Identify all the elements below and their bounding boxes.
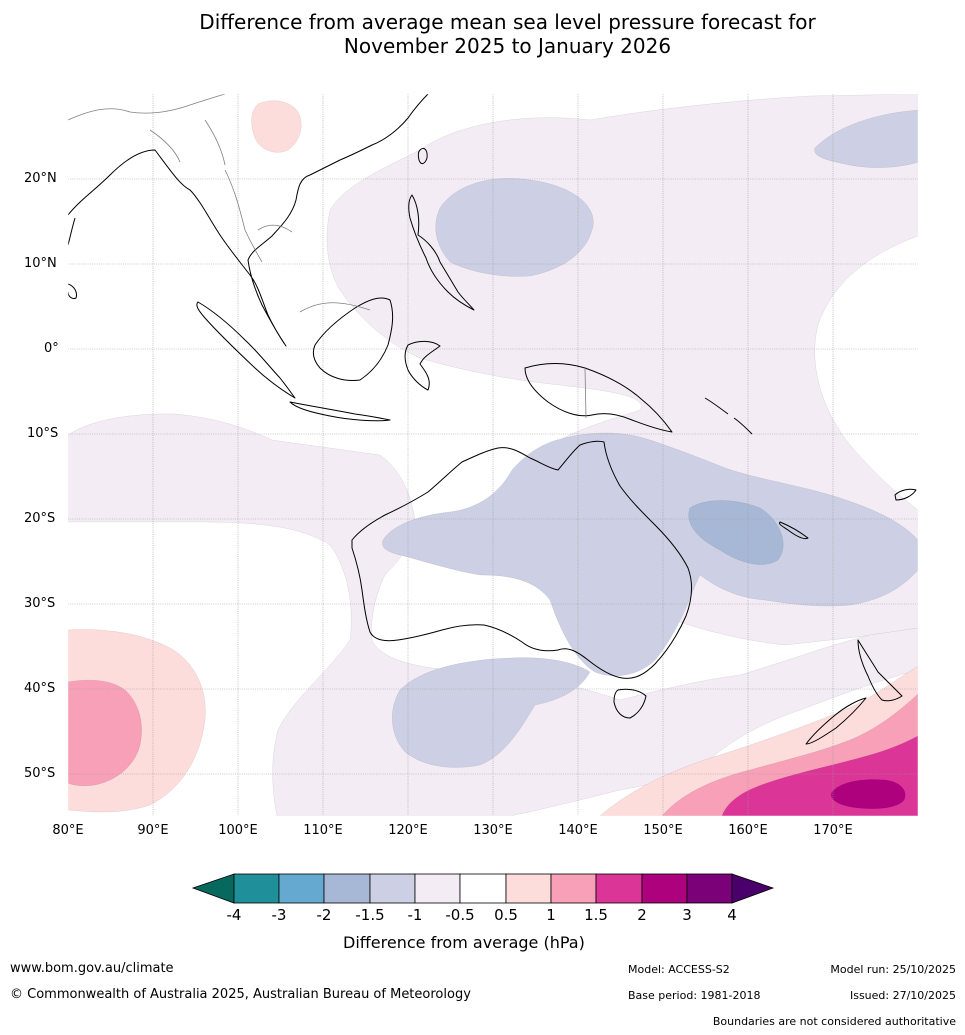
contour-minus1-5-southern-ocean — [391, 657, 591, 768]
colorbar-title: Difference from average (hPa) — [343, 933, 585, 952]
lat-label: 20°N — [24, 171, 57, 186]
lat-label: 10°N — [24, 256, 57, 271]
coast-borneo — [312, 297, 394, 381]
coast-fiji — [894, 488, 917, 501]
footer-copyright: © Commonwealth of Australia 2025, Austra… — [10, 987, 471, 1002]
colorbar-tick-label: 0.5 — [494, 906, 518, 924]
coast-new-caledonia — [779, 521, 809, 539]
colorbar-bin-plus1-5-plus2 — [595, 873, 643, 904]
colorbar-tick-label: 2 — [637, 906, 647, 924]
lat-label: 40°S — [24, 681, 56, 696]
colorbar-tick-label: 1.5 — [584, 906, 608, 924]
colorbar-tick-label: -3 — [271, 906, 287, 924]
contour-minus1-5-north-pacific — [814, 109, 918, 168]
colorbar-bin-minus4-minus3 — [233, 873, 280, 904]
pressure-anomaly-field — [68, 94, 918, 816]
lat-label: 50°S — [24, 766, 56, 781]
title-line-1: Difference from average mean sea level p… — [199, 10, 816, 34]
lat-label: 20°S — [24, 511, 56, 526]
coast-sri-lanka — [68, 283, 77, 299]
coast-new-zealand-north — [857, 639, 903, 702]
lon-label: 110°E — [303, 823, 343, 838]
contour-minus2-coral-sea — [688, 500, 784, 565]
colorbar-bin-minus1-5-minus1 — [369, 873, 416, 904]
coast-java — [289, 401, 391, 422]
colorbar-bin-neutral — [459, 873, 507, 904]
lon-label: 130°E — [473, 823, 513, 838]
colorbar-tick-label: 3 — [682, 906, 692, 924]
coast-new-guinea — [524, 363, 673, 433]
colorbar-extend-low — [191, 873, 235, 904]
colorbar-tick-label: -4 — [226, 906, 242, 924]
lat-label: 10°S — [27, 426, 59, 441]
lat-label: 30°S — [24, 596, 56, 611]
coastlines — [68, 94, 917, 745]
coast-australia — [351, 440, 693, 679]
colorbar-bin-minus2-minus1-5 — [323, 873, 371, 904]
colorbar-tick-label: -1.5 — [355, 906, 385, 924]
footer-base-period: Base period: 1981-2018 — [628, 989, 761, 1002]
lon-label: 90°E — [137, 823, 169, 838]
footer-model-run: Model run: 25/10/2025 — [830, 963, 956, 976]
colorbar — [191, 873, 775, 904]
lat-label: 0° — [44, 341, 59, 356]
colorbar-tick-label: 4 — [727, 906, 737, 924]
colorbar-extend-high — [731, 873, 775, 904]
lon-label: 120°E — [388, 823, 428, 838]
coast-asia-mainland — [68, 94, 429, 347]
lon-label: 170°E — [813, 823, 853, 838]
lon-label: 140°E — [558, 823, 598, 838]
coast-taiwan — [417, 147, 428, 165]
coast-solomon-islands — [704, 397, 753, 435]
colorbar-bin-plus0-5-plus1 — [505, 873, 552, 904]
contour-minus1-5-australia — [382, 432, 918, 677]
colorbar-bin-plus3-plus4 — [686, 873, 733, 904]
graticule — [68, 94, 918, 816]
colorbar-tick-label: -2 — [316, 906, 332, 924]
contour-plus0-5-china — [251, 100, 302, 153]
coast-tasmania — [613, 688, 647, 719]
colorbar-tick-label: -1 — [407, 906, 423, 924]
colorbar-bin-minus3-minus2 — [278, 873, 325, 904]
map-frame — [67, 93, 919, 817]
footer-model: Model: ACCESS-S2 — [628, 963, 730, 976]
footer-issued: Issued: 27/10/2025 — [849, 989, 956, 1002]
contour-plus1-southwest — [68, 679, 142, 787]
contour-plus2-south-nz — [830, 779, 906, 809]
coast-philippines — [408, 194, 475, 311]
map-title: Difference from average mean sea level p… — [0, 10, 965, 58]
coast-new-zealand-south — [805, 697, 867, 745]
lon-label: 160°E — [728, 823, 768, 838]
colorbar-bin-plus1-plus1-5 — [550, 873, 597, 904]
colorbar-bin-plus2-plus3 — [641, 873, 688, 904]
colorbar-tick-label: 1 — [546, 906, 556, 924]
lon-label: 150°E — [643, 823, 683, 838]
country-borders — [68, 94, 587, 419]
coast-india-east — [68, 217, 76, 246]
footer-url: www.bom.gov.au/climate — [10, 961, 174, 976]
coast-sumatra — [196, 301, 296, 399]
title-line-2: November 2025 to January 2026 — [343, 34, 672, 58]
contour-minus1-5-philippines — [435, 178, 594, 277]
colorbar-tick-label: -0.5 — [445, 906, 475, 924]
colorbar-bin-minus1-minus0-5 — [414, 873, 461, 904]
lon-label: 80°E — [52, 823, 84, 838]
footer-disclaimer: Boundaries are not considered authoritat… — [712, 1015, 956, 1028]
coast-sulawesi — [404, 340, 441, 391]
lon-label: 100°E — [218, 823, 258, 838]
